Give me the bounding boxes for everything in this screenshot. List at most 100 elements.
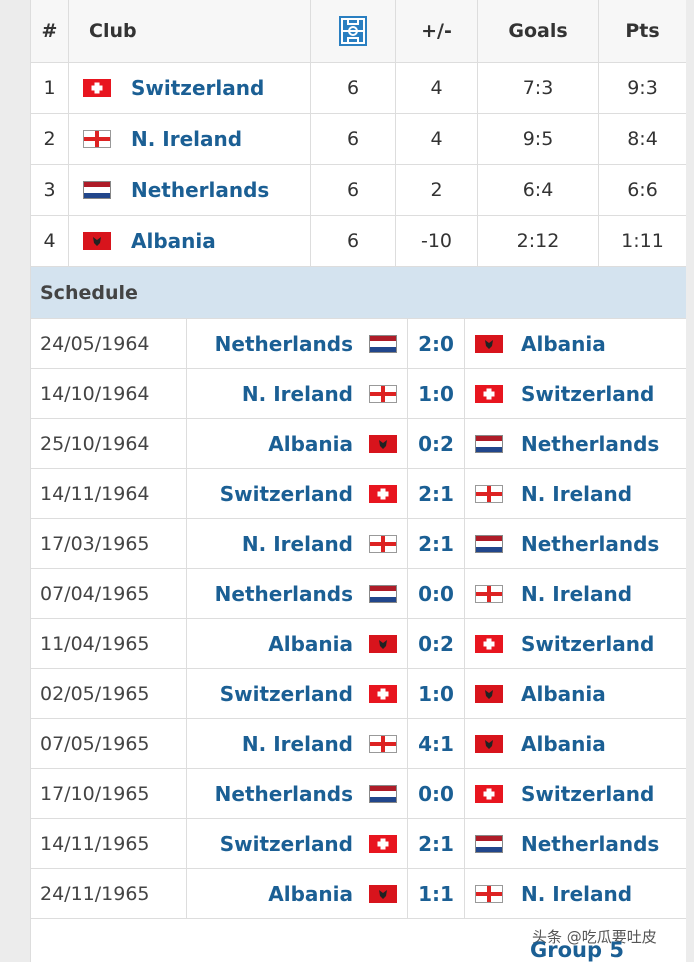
home-cell: Switzerland [186,669,407,718]
away-team: N. Ireland [521,481,633,506]
score: 4:1 [407,719,464,768]
home-cell: Albania [186,419,407,468]
rank: 1 [43,77,56,99]
schedule-title: Schedule [31,267,686,319]
pts: 8:4 [598,114,686,164]
team-name: Switzerland [131,76,265,100]
home-cell: Netherlands [186,569,407,618]
away-cell: Netherlands [464,819,686,868]
match-row: 24/05/1964 Netherlands 2:0 Albania [31,319,686,369]
score: 0:0 [407,769,464,818]
diff: 4 [395,63,477,113]
match-date: 25/10/1964 [40,432,150,455]
home-team: Switzerland [219,681,353,706]
home-cell: N. Ireland [186,369,407,418]
played: 6 [310,216,395,266]
home-team: N. Ireland [241,731,353,756]
score: 2:0 [407,319,464,368]
pitch-icon [310,0,395,62]
away-team: Albania [521,681,606,706]
away-cell: Albania [464,319,686,368]
team-name: Netherlands [131,178,270,202]
away-cell: N. Ireland [464,469,686,518]
match-row: 07/05/1965 N. Ireland 4:1 Albania [31,719,686,769]
flag [369,785,397,803]
schedule: 24/05/1964 Netherlands 2:0 Albania 14/10/196… [31,319,686,919]
score: 2:1 [407,469,464,518]
standings-row: 1 Switzerland 6 4 7:3 9:3 [31,63,686,114]
flag [369,635,397,653]
flag [475,735,503,753]
flag [475,485,503,503]
away-cell: N. Ireland [464,869,686,918]
home-team: N. Ireland [241,531,353,556]
away-cell: Netherlands [464,419,686,468]
match-date: 02/05/1965 [40,682,150,705]
away-team: Albania [521,331,606,356]
played: 6 [310,165,395,215]
goals: 6:4 [477,165,598,215]
standings-row: 2 N. Ireland 6 4 9:5 8:4 [31,114,686,165]
home-team: Switzerland [219,831,353,856]
flag [475,685,503,703]
score: 1:0 [407,369,464,418]
score: 0:2 [407,619,464,668]
flag [369,385,397,403]
match-date: 17/10/1965 [40,782,150,805]
flag [475,335,503,353]
away-team: Switzerland [521,781,655,806]
rank: 2 [43,128,56,150]
diff: -10 [395,216,477,266]
played: 6 [310,63,395,113]
score: 2:1 [407,819,464,868]
flag [475,435,503,453]
team-name: Albania [131,229,216,253]
pts: 9:3 [598,63,686,113]
match-date: 11/04/1965 [40,632,150,655]
away-team: Netherlands [521,431,660,456]
match-row: 25/10/1964 Albania 0:2 Netherlands [31,419,686,469]
rank: 4 [43,230,56,252]
club-cell: Netherlands [68,165,310,215]
home-team: Albania [268,431,353,456]
footer-link[interactable]: Group 5 [530,938,624,962]
home-team: Switzerland [219,481,353,506]
pts: 1:11 [598,216,686,266]
match-row: 14/11/1965 Switzerland 2:1 Netherlands [31,819,686,869]
away-team: Switzerland [521,631,655,656]
goals: 2:12 [477,216,598,266]
home-team: N. Ireland [241,381,353,406]
pts: 6:6 [598,165,686,215]
score: 0:2 [407,419,464,468]
flag [369,335,397,353]
flag [369,735,397,753]
flag [83,79,111,97]
home-cell: Switzerland [186,819,407,868]
flag [475,885,503,903]
group-table: # Club +/- Goals Pts 1 Switzerland 6 4 7:3 9:… [31,0,686,919]
flag [369,885,397,903]
flag [83,130,111,148]
home-team: Albania [268,881,353,906]
match-date: 24/05/1964 [40,332,150,355]
match-row: 14/10/1964 N. Ireland 1:0 Switzerland [31,369,686,419]
flag [475,785,503,803]
match-row: 07/04/1965 Netherlands 0:0 N. Ireland [31,569,686,619]
home-cell: Albania [186,869,407,918]
home-team: Netherlands [214,781,353,806]
match-date: 24/11/1965 [40,882,150,905]
header: # [41,20,58,42]
club-cell: Albania [68,216,310,266]
away-team: Switzerland [521,381,655,406]
match-date: 14/10/1964 [40,382,150,405]
home-team: Netherlands [214,331,353,356]
flag [475,535,503,553]
flag [475,635,503,653]
flag [83,181,111,199]
score: 0:0 [407,569,464,618]
header: Club [68,0,310,62]
away-cell: Switzerland [464,769,686,818]
team-name: N. Ireland [131,127,243,151]
flag [369,435,397,453]
match-row: 17/10/1965 Netherlands 0:0 Switzerland [31,769,686,819]
